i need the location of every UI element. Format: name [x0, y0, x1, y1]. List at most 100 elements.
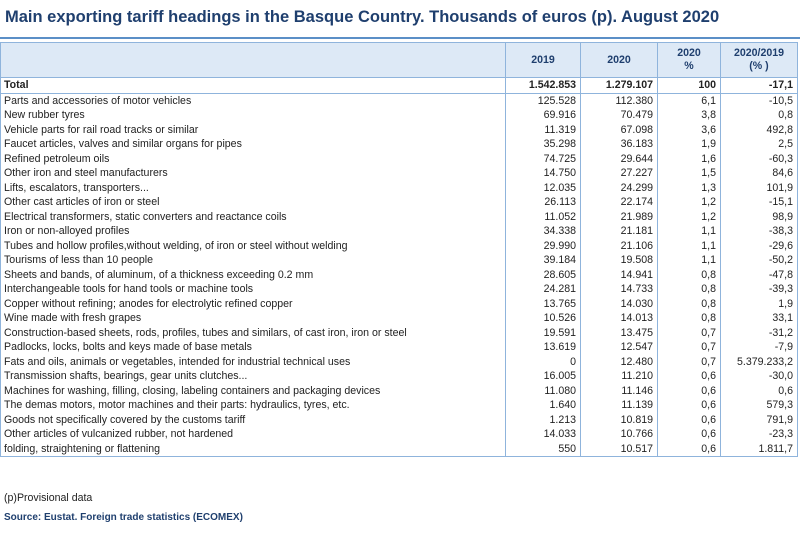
cell-value: 1,1 — [657, 253, 721, 268]
cell-value: 11.080 — [505, 383, 581, 398]
cell-value: 26.113 — [505, 195, 581, 210]
table-row: Electrical transformers, static converte… — [0, 209, 798, 224]
cell-value: 11.210 — [580, 369, 658, 384]
row-label: Total — [0, 77, 506, 94]
cell-value: 13.475 — [580, 325, 658, 340]
cell-value: 0,6 — [657, 383, 721, 398]
table-row: Machines for washing, filling, closing, … — [0, 383, 798, 398]
table-row: The demas motors, motor machines and the… — [0, 398, 798, 413]
row-label: Faucet articles, valves and similar orga… — [0, 137, 506, 152]
row-label: Tourisms of less than 10 people — [0, 253, 506, 268]
cell-value: 13.765 — [505, 296, 581, 311]
row-label: New rubber tyres — [0, 108, 506, 123]
cell-value: 14.750 — [505, 166, 581, 181]
row-label: Electrical transformers, static converte… — [0, 209, 506, 224]
cell-value: 100 — [657, 77, 721, 94]
cell-value: -23,3 — [720, 427, 798, 442]
cell-value: 0,6 — [720, 383, 798, 398]
table-row: Refined petroleum oils 74.725 29.644 1,6 -60… — [0, 151, 798, 166]
cell-value: 10.819 — [580, 412, 658, 427]
table-row: Vehicle parts for rail road tracks or si… — [0, 122, 798, 137]
cell-value: 0,7 — [657, 325, 721, 340]
table-row: Lifts, escalators, transporters... 12.035… — [0, 180, 798, 195]
header-row: 2019 2020 2020% 2020/2019 (% ) — [0, 42, 798, 78]
cell-value: 14.013 — [580, 311, 658, 326]
cell-value: 19.591 — [505, 325, 581, 340]
cell-value: 1.542.853 — [505, 77, 581, 94]
cell-value: 39.184 — [505, 253, 581, 268]
cell-value: 10.517 — [580, 441, 658, 457]
cell-value: 98,9 — [720, 209, 798, 224]
cell-value: 70.479 — [580, 108, 658, 123]
cell-value: 1.213 — [505, 412, 581, 427]
row-label: folding, straightening or flattening — [0, 441, 506, 457]
cell-value: 11.139 — [580, 398, 658, 413]
header-text: 2020/2019 — [733, 47, 785, 59]
cell-value: 1,1 — [657, 224, 721, 239]
cell-value: 29.644 — [580, 151, 658, 166]
row-label: Other iron and steel manufacturers — [0, 166, 506, 181]
cell-value: 33,1 — [720, 311, 798, 326]
cell-value: 28.605 — [505, 267, 581, 282]
table-row: Other iron and steel manufacturers 14.750… — [0, 166, 798, 181]
header-cell: 2020 — [580, 42, 658, 78]
cell-value: 125.528 — [505, 93, 581, 108]
header-cell: 2020/2019 (% ) — [720, 42, 798, 78]
cell-value: 0,8 — [720, 108, 798, 123]
cell-value: 14.733 — [580, 282, 658, 297]
header-cell: 2019 — [505, 42, 581, 78]
table-row: Fats and oils, animals or vegetables, in… — [0, 354, 798, 369]
table-row: Other cast articles of iron or steel 26.1… — [0, 195, 798, 210]
header-text: 2020 — [677, 47, 701, 59]
cell-value: 112.380 — [580, 93, 658, 108]
table-body: Total 1.542.853 1.279.107 100 -17,1 Parts and… — [0, 77, 798, 457]
cell-value: 10.526 — [505, 311, 581, 326]
row-label: Goods not specifically covered by the cu… — [0, 412, 506, 427]
total-row: Total 1.542.853 1.279.107 100 -17,1 — [0, 77, 798, 94]
row-label: Lifts, escalators, transporters... — [0, 180, 506, 195]
cell-value: 1,9 — [720, 296, 798, 311]
cell-value: 34.338 — [505, 224, 581, 239]
cell-value: 791,9 — [720, 412, 798, 427]
cell-value: 1.640 — [505, 398, 581, 413]
cell-value: 0,8 — [657, 296, 721, 311]
cell-value: 12.547 — [580, 340, 658, 355]
table-row: Sheets and bands, of aluminum, of a thic… — [0, 267, 798, 282]
table-row: Tourisms of less than 10 people 39.184 19.… — [0, 253, 798, 268]
row-label: Tubes and hollow profiles,without weldin… — [0, 238, 506, 253]
table-row: Padlocks, locks, bolts and keys made of … — [0, 340, 798, 355]
cell-value: 0,8 — [657, 282, 721, 297]
cell-value: -7,9 — [720, 340, 798, 355]
cell-value: 16.005 — [505, 369, 581, 384]
cell-value: 74.725 — [505, 151, 581, 166]
row-label: Iron or non-alloyed profiles — [0, 224, 506, 239]
cell-value: -47,8 — [720, 267, 798, 282]
row-label: Vehicle parts for rail road tracks or si… — [0, 122, 506, 137]
cell-value: 11.319 — [505, 122, 581, 137]
cell-value: 11.146 — [580, 383, 658, 398]
cell-value: 24.299 — [580, 180, 658, 195]
row-label: Other articles of vulcanized rubber, not… — [0, 427, 506, 442]
cell-value: 0,7 — [657, 354, 721, 369]
cell-value: 14.030 — [580, 296, 658, 311]
cell-value: 21.106 — [580, 238, 658, 253]
table-row: folding, straightening or flattening 550 1… — [0, 441, 798, 457]
cell-value: 12.035 — [505, 180, 581, 195]
cell-value: -17,1 — [720, 77, 798, 94]
cell-value: 21.989 — [580, 209, 658, 224]
cell-value: 35.298 — [505, 137, 581, 152]
cell-value: 1,1 — [657, 238, 721, 253]
table-row: Iron or non-alloyed profiles 34.338 21.181… — [0, 224, 798, 239]
cell-value: 14.033 — [505, 427, 581, 442]
cell-value: 5.379.233,2 — [720, 354, 798, 369]
cell-value: 0,6 — [657, 427, 721, 442]
cell-value: 36.183 — [580, 137, 658, 152]
cell-value: 69.916 — [505, 108, 581, 123]
row-label: Interchangeable tools for hand tools or … — [0, 282, 506, 297]
table-row: Goods not specifically covered by the cu… — [0, 412, 798, 427]
title-rule — [0, 37, 800, 39]
cell-value: 0 — [505, 354, 581, 369]
row-label: Parts and accessories of motor vehicles — [0, 93, 506, 108]
header-cell: 2020% — [657, 42, 721, 78]
row-label: Other cast articles of iron or steel — [0, 195, 506, 210]
